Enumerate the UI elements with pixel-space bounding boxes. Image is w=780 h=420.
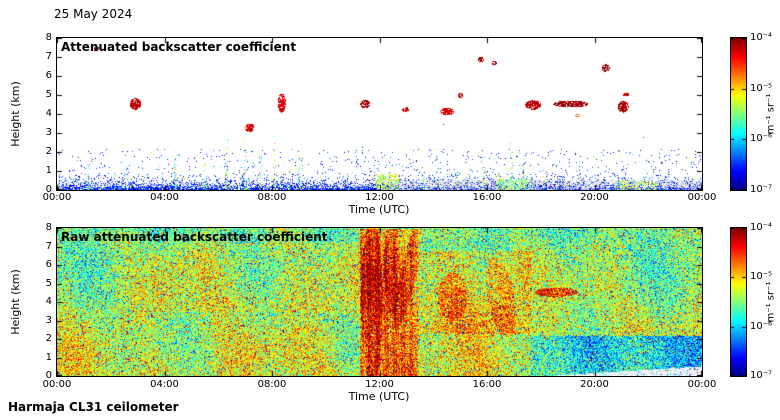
y-tick-label: 8 (45, 32, 52, 43)
x-tick-label: 16:00 (472, 379, 502, 390)
x-tick-label: 04:00 (150, 192, 179, 203)
y-tick-label: 6 (45, 70, 52, 81)
attenuated-panel-title: Attenuated backscatter coefficient (61, 40, 297, 54)
y-tick-label: 1 (45, 351, 52, 363)
y-tick-label: 2 (45, 146, 52, 157)
y-tick-label: 2 (45, 333, 52, 344)
colorbar-tick-label: 10⁻⁵ (750, 271, 773, 283)
x-tick-label: 00:00 (687, 192, 717, 203)
y-tick-label: 7 (45, 240, 52, 252)
x-tick-label: 08:00 (257, 379, 287, 390)
colorbar-tick-label: 10⁻⁴ (750, 32, 773, 43)
x-tick-label: 16:00 (472, 192, 502, 203)
y-tick-label: 4 (45, 108, 52, 119)
date-label: 25 May 2024 (54, 7, 133, 21)
attenuated-colorbar (730, 37, 747, 191)
x-tick-label: 20:00 (580, 379, 609, 390)
x-tick-label: 00:00 (42, 192, 72, 203)
y-tick-label: 6 (45, 259, 52, 270)
attenuated-colorbar-unit-label: m⁻¹ sr⁻¹ (765, 93, 777, 135)
attenuated-x-axis-label: Time (UTC) (348, 203, 410, 216)
instrument-label: Harmaja CL31 ceilometer (8, 400, 179, 414)
raw-colorbar (730, 227, 747, 377)
x-tick-label: 12:00 (365, 192, 394, 203)
y-tick-label: 7 (45, 51, 52, 62)
y-tick-label: 5 (45, 89, 52, 100)
x-tick-label: 12:00 (365, 379, 394, 390)
y-tick-label: 8 (45, 222, 52, 233)
colorbar-tick-label: 10⁻⁶ (750, 320, 773, 332)
raw-panel-title: Raw attenuated backscatter coefficient (61, 230, 328, 244)
x-tick-label: 20:00 (580, 192, 609, 203)
colorbar-tick-label: 10⁻⁷ (750, 370, 773, 381)
raw-y-axis-label: Height (km) (8, 269, 22, 335)
attenuated-y-axis-label: Height (km) (8, 81, 22, 147)
y-tick-label: 3 (45, 127, 52, 138)
raw-colorbar-unit-label: m⁻¹ sr⁻¹ (765, 281, 777, 323)
y-tick-label: 3 (45, 314, 52, 326)
x-tick-label: 00:00 (687, 379, 717, 390)
colorbar-tick-label: 10⁻⁵ (750, 82, 773, 94)
raw-x-axis-label: Time (UTC) (348, 390, 410, 403)
y-tick-label: 1 (45, 165, 52, 176)
x-tick-label: 00:00 (42, 379, 72, 390)
x-tick-label: 08:00 (257, 192, 287, 203)
y-tick-label: 5 (45, 277, 52, 289)
y-tick-label: 4 (45, 296, 52, 307)
x-tick-label: 04:00 (150, 379, 179, 390)
colorbar-tick-label: 10⁻⁶ (750, 133, 773, 145)
y-tick-label: 0 (45, 370, 52, 381)
y-tick-label: 0 (45, 184, 52, 195)
raw-backscatter-heatmap (56, 227, 703, 377)
colorbar-tick-label: 10⁻⁴ (750, 222, 773, 233)
colorbar-tick-label: 10⁻⁷ (750, 184, 773, 195)
attenuated-backscatter-heatmap (56, 37, 703, 191)
